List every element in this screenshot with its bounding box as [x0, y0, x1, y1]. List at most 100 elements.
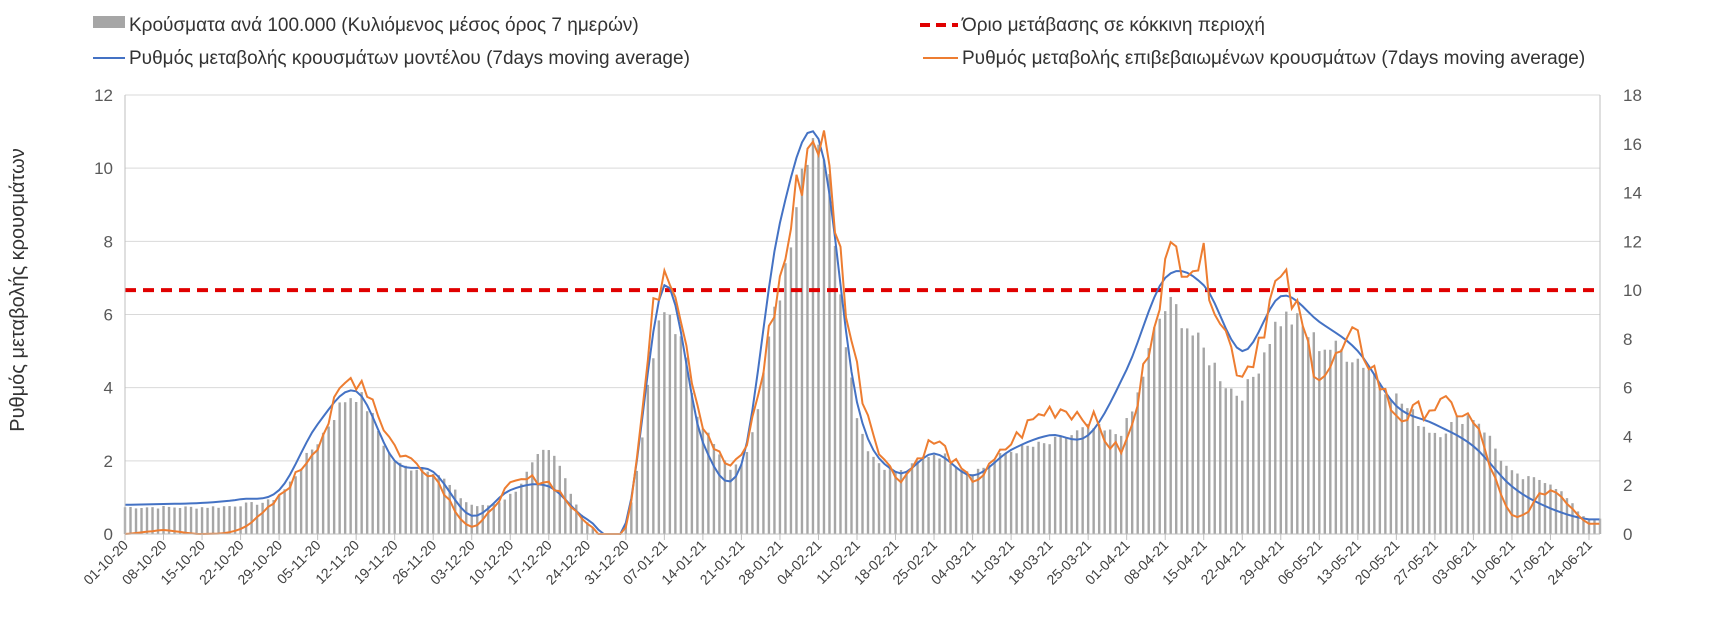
- bar: [1439, 437, 1442, 534]
- bar: [1004, 453, 1007, 534]
- bar: [1130, 411, 1134, 534]
- bar: [1318, 351, 1321, 534]
- bar: [211, 506, 215, 534]
- bar: [844, 347, 848, 534]
- bar: [393, 461, 396, 534]
- bar: [272, 500, 275, 534]
- bar: [872, 456, 875, 534]
- bar: [465, 502, 468, 534]
- bar: [415, 469, 418, 534]
- bar: [1026, 445, 1029, 534]
- bar: [1466, 415, 1470, 534]
- bar: [349, 398, 352, 534]
- bar: [1296, 313, 1299, 534]
- bar: [547, 450, 550, 534]
- bar: [1125, 418, 1128, 534]
- bar: [949, 464, 952, 534]
- bar: [729, 469, 732, 534]
- bar: [916, 460, 919, 534]
- bar: [1510, 470, 1514, 534]
- bar: [327, 426, 330, 534]
- bar: [1279, 326, 1282, 534]
- bar: [932, 454, 936, 534]
- legend-confirmed-label: Ρυθμός μεταβολής επιβεβαιωμένων κρουσμάτ…: [962, 48, 1585, 69]
- bar: [888, 466, 892, 534]
- bar: [921, 456, 925, 534]
- bar: [1246, 379, 1249, 534]
- bar: [1042, 443, 1046, 534]
- bar: [151, 507, 154, 534]
- bar: [822, 159, 826, 534]
- right-axis-tick-label: 12: [1623, 232, 1642, 251]
- bar: [1263, 352, 1266, 534]
- bar: [1009, 451, 1013, 534]
- bar: [1241, 400, 1244, 534]
- bar: [365, 411, 369, 534]
- bar: [1059, 435, 1062, 534]
- legend-model-label: Ρυθμός μεταβολής κρουσμάτων μοντέλου (7d…: [129, 48, 690, 69]
- bar: [652, 358, 655, 534]
- bar: [1571, 503, 1574, 534]
- bar: [498, 502, 501, 534]
- bar: [718, 454, 721, 534]
- bar: [833, 245, 837, 534]
- bar: [1208, 365, 1211, 534]
- bar: [1141, 376, 1145, 534]
- bar: [338, 402, 341, 534]
- bar: [1257, 373, 1260, 534]
- bar: [657, 320, 661, 534]
- bar: [960, 469, 963, 534]
- bar: [476, 506, 479, 534]
- bar: [674, 334, 677, 534]
- bar: [239, 506, 242, 534]
- bar: [569, 493, 573, 534]
- bar: [1323, 349, 1327, 534]
- bar: [1186, 328, 1189, 534]
- bar: [976, 468, 980, 534]
- bar: [1384, 394, 1387, 534]
- bar: [266, 499, 270, 534]
- bar: [1428, 432, 1431, 534]
- bar: [1119, 435, 1123, 534]
- bar: [806, 164, 809, 534]
- bar: [1422, 426, 1426, 534]
- bar: [288, 481, 292, 534]
- bar: [1070, 435, 1073, 534]
- bar: [354, 401, 358, 534]
- bar: [217, 507, 220, 534]
- bar: [1543, 483, 1547, 534]
- bar: [1268, 344, 1271, 534]
- bar: [387, 452, 391, 534]
- bar: [1378, 382, 1382, 534]
- bar: [1587, 519, 1591, 534]
- line-series: [124, 130, 1600, 536]
- bar: [624, 524, 628, 534]
- bar: [1450, 422, 1453, 534]
- bar: [1219, 381, 1222, 534]
- bar: [222, 506, 226, 534]
- axes: [124, 95, 1601, 540]
- right-axis-tick-label: 18: [1623, 86, 1642, 105]
- bar: [398, 462, 402, 534]
- bar: [1488, 435, 1492, 534]
- bar: [1373, 373, 1376, 534]
- bar: [1252, 376, 1255, 534]
- left-axis-tick-label: 0: [104, 525, 113, 544]
- bar: [409, 470, 413, 534]
- bar: [1147, 348, 1150, 534]
- bar: [971, 474, 974, 534]
- right-axis-tick-label: 10: [1623, 281, 1642, 300]
- bar: [1169, 296, 1172, 534]
- bar: [459, 498, 462, 534]
- bar: [1175, 304, 1178, 534]
- bar: [310, 449, 314, 534]
- bar: [1367, 369, 1371, 534]
- bar: [437, 475, 440, 534]
- bar: [1285, 311, 1288, 534]
- legend-bars-swatch: [93, 16, 125, 28]
- bar: [1406, 408, 1409, 534]
- bar: [1086, 423, 1090, 534]
- bar: [767, 336, 771, 534]
- bar: [993, 460, 996, 534]
- bar: [145, 507, 149, 534]
